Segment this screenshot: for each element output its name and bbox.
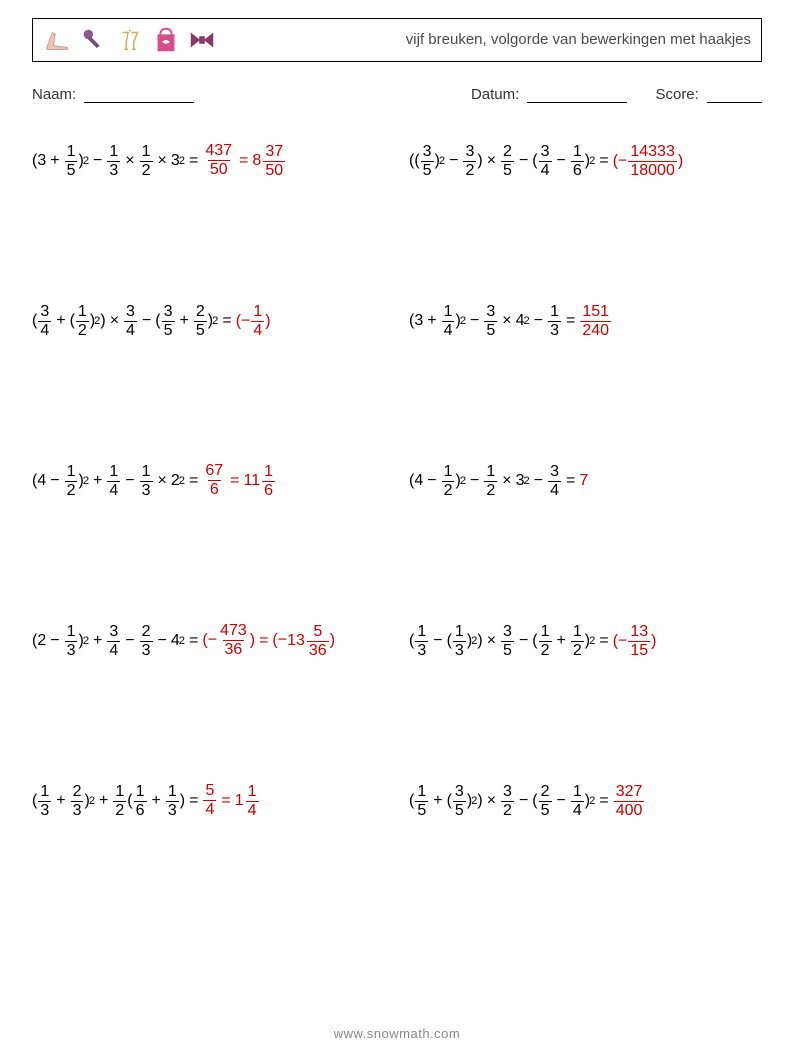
- name-label: Naam:: [32, 86, 76, 103]
- problem-5: (4−12)2+14−13×22=676=1116: [32, 457, 385, 505]
- answer: 7: [579, 472, 588, 490]
- footer-url: www.snowmath.com: [0, 1026, 794, 1041]
- date-label: Datum:: [471, 86, 519, 103]
- date-field: Datum:: [471, 86, 628, 103]
- fields-row: Naam: Datum: Score:: [32, 86, 762, 103]
- answer: (−1433318000): [613, 144, 684, 179]
- score-blank[interactable]: [707, 102, 762, 103]
- worksheet-title: vijf breuken, volgorde van bewerkingen m…: [406, 31, 751, 50]
- problems-grid: (3+15)2−13×12×32=43750=83750 ((35)2−32)×2…: [32, 137, 762, 825]
- header-box: vijf breuken, volgorde van bewerkingen m…: [32, 18, 762, 62]
- problem-7: (2−13)2+34−23−42=(−47336)=(−13536): [32, 617, 385, 665]
- problem-10: (15+(35)2)×32−(25−14)2=327400: [409, 777, 762, 825]
- problem-4: (3+14)2−35×42−13=151240: [409, 297, 762, 345]
- glasses-icon: [115, 25, 145, 55]
- score-field: Score:: [655, 86, 762, 103]
- answer: (−47336)=(−13536): [202, 623, 335, 658]
- problem-2: ((35)2−32)×25−(34−16)2=(−1433318000): [409, 137, 762, 185]
- answer: 327400: [613, 784, 646, 819]
- bowtie-icon: [187, 25, 217, 55]
- date-blank[interactable]: [527, 102, 627, 103]
- shoe-icon: [43, 25, 73, 55]
- name-field: Naam:: [32, 86, 194, 103]
- header-icons: [43, 25, 217, 55]
- answer: (−1315): [613, 624, 657, 659]
- answer: 43750=83750: [202, 143, 286, 178]
- score-label: Score:: [655, 86, 698, 103]
- answer: 151240: [579, 304, 612, 339]
- answer: (−14): [236, 304, 271, 339]
- problem-6: (4−12)2−12×32−34=7: [409, 457, 762, 505]
- microphone-icon: [79, 25, 109, 55]
- problem-8: (13−(13)2)×35−(12+12)2=(−1315): [409, 617, 762, 665]
- problem-1: (3+15)2−13×12×32=43750=83750: [32, 137, 385, 185]
- answer: 676=1116: [202, 463, 276, 498]
- answer: 54=114: [202, 783, 259, 818]
- gift-bag-icon: [151, 25, 181, 55]
- name-blank[interactable]: [84, 102, 194, 103]
- problem-3: (34+(12)2)×34−(35+25)2=(−14): [32, 297, 385, 345]
- problem-9: (13+23)2+12(16+13)=54=114: [32, 777, 385, 825]
